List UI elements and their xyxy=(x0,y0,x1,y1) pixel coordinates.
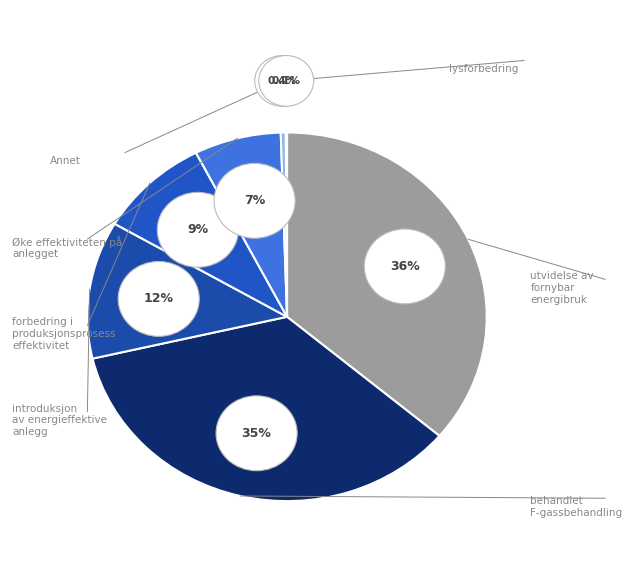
Text: Øke effektiviteten på
anlegget: Øke effektiviteten på anlegget xyxy=(12,236,122,259)
Text: 35%: 35% xyxy=(241,427,271,439)
Wedge shape xyxy=(196,132,287,317)
Wedge shape xyxy=(287,132,487,436)
Circle shape xyxy=(214,164,295,238)
Text: utvidelse av
fornybar
energibruk: utvidelse av fornybar energibruk xyxy=(530,271,594,305)
Text: forbedring i
produksjonsprosess
effektivitet: forbedring i produksjonsprosess effektiv… xyxy=(12,317,116,351)
Wedge shape xyxy=(286,132,287,317)
Circle shape xyxy=(216,396,297,471)
Circle shape xyxy=(157,192,238,267)
Text: 0.1%: 0.1% xyxy=(271,76,301,86)
Circle shape xyxy=(255,55,310,106)
Wedge shape xyxy=(92,317,439,501)
Circle shape xyxy=(259,55,314,106)
Text: introduksjon
av energieffektive
anlegg: introduksjon av energieffektive anlegg xyxy=(12,404,107,437)
Text: 9%: 9% xyxy=(187,223,208,236)
Text: 12%: 12% xyxy=(144,293,173,305)
Text: 7%: 7% xyxy=(244,194,265,207)
Wedge shape xyxy=(281,132,287,317)
Text: 36%: 36% xyxy=(390,260,420,273)
Wedge shape xyxy=(115,153,287,317)
Text: 0.4%: 0.4% xyxy=(268,76,297,86)
Text: behandlet
F-gassbehandling: behandlet F-gassbehandling xyxy=(530,496,623,518)
Text: lysforbedring: lysforbedring xyxy=(449,64,519,74)
Text: Annet: Annet xyxy=(50,156,80,166)
Circle shape xyxy=(118,262,199,336)
Wedge shape xyxy=(87,224,287,359)
Circle shape xyxy=(364,229,446,304)
